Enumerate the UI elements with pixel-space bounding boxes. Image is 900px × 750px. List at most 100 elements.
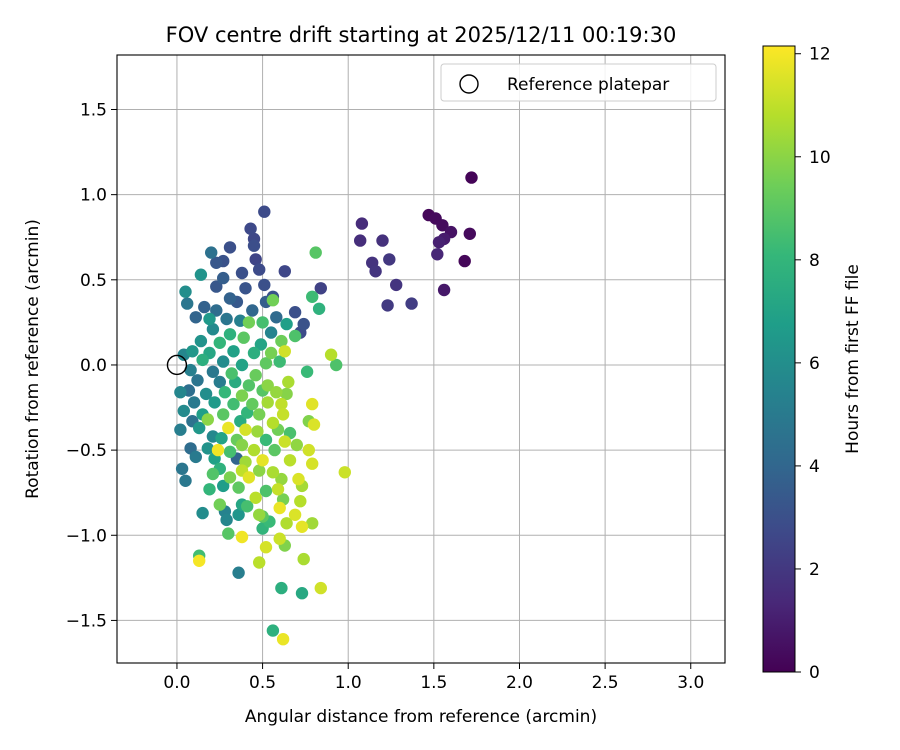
data-point (177, 404, 190, 418)
data-point (232, 481, 245, 494)
data-point (302, 443, 315, 457)
data-point (271, 483, 285, 496)
data-point (383, 253, 396, 266)
colorbar-gradient (762, 45, 796, 673)
data-point (235, 389, 249, 402)
data-point (251, 425, 264, 438)
data-point (179, 285, 192, 298)
data-point (259, 484, 273, 498)
data-point (253, 464, 266, 477)
data-point (258, 205, 271, 218)
colorbar-label: Hours from first FF file (843, 264, 863, 454)
data-point (194, 268, 208, 281)
data-point (217, 408, 230, 421)
data-point (280, 317, 293, 331)
data-point (259, 541, 273, 554)
colorbar-tick-label: 4 (809, 457, 820, 477)
data-point (306, 517, 319, 530)
data-point (218, 386, 232, 399)
data-point (223, 328, 237, 341)
x-axis-ticks: 0.0 0.5 1.0 1.5 2.0 2.5 3.0 (163, 663, 704, 693)
data-point (184, 363, 197, 377)
data-point (199, 387, 213, 401)
data-point (201, 442, 214, 455)
data-point (181, 297, 194, 310)
data-point (235, 530, 249, 544)
data-point (307, 418, 321, 431)
data-point (215, 432, 228, 445)
data-point (191, 374, 204, 387)
colorbar-tick-label: 6 (809, 354, 820, 374)
data-point (376, 234, 389, 247)
data-point (193, 421, 206, 435)
data-point (227, 345, 240, 358)
data-point (268, 443, 281, 457)
data-point (258, 278, 271, 292)
data-point (266, 416, 280, 430)
data-point (247, 346, 261, 360)
data-point (225, 367, 238, 380)
data-point (210, 256, 223, 269)
data-point (239, 423, 252, 436)
data-point (437, 283, 451, 297)
data-point (270, 311, 283, 324)
data-point (273, 532, 286, 545)
data-point (275, 397, 288, 411)
colorbar: 0 2 4 6 8 10 12 Hours from first FF file (762, 45, 863, 683)
data-point (206, 365, 220, 378)
data-point (244, 222, 257, 235)
x-tick-label: 1.5 (420, 673, 447, 693)
data-point (338, 466, 351, 479)
data-point (210, 280, 223, 293)
y-tick-label: −1.5 (66, 611, 107, 631)
colorbar-tick-label: 10 (809, 148, 831, 168)
data-point (306, 290, 319, 303)
data-point (217, 271, 230, 285)
x-axis-label: Angular distance from reference (arcmin) (245, 707, 597, 727)
data-point (290, 438, 303, 452)
x-tick-label: 0.5 (249, 673, 276, 693)
data-point (465, 171, 478, 184)
colorbar-tick-label: 2 (809, 560, 820, 580)
plot-frame (116, 54, 726, 664)
data-point (256, 454, 269, 467)
data-point (249, 369, 262, 382)
legend: Reference platepar (440, 63, 717, 102)
data-point (283, 454, 297, 467)
colorbar-tick-label: 12 (809, 45, 831, 65)
data-point (223, 471, 237, 484)
data-point (237, 331, 250, 344)
data-point (213, 375, 226, 389)
data-point (292, 472, 305, 486)
data-point (288, 508, 302, 521)
data-point (276, 633, 290, 646)
data-point (288, 306, 302, 319)
data-point (175, 462, 189, 475)
x-tick-label: 2.0 (506, 673, 533, 693)
data-point (259, 357, 273, 370)
data-point (189, 311, 202, 324)
data-point (205, 246, 218, 259)
data-point (203, 483, 216, 496)
data-point (208, 396, 221, 409)
data-point (275, 581, 288, 595)
colorbar-tick-label: 8 (809, 251, 820, 271)
data-point (309, 246, 322, 259)
x-tick-label: 1.0 (335, 673, 362, 693)
y-tick-label: −1.0 (66, 526, 107, 546)
data-point (186, 345, 199, 358)
data-point (198, 300, 211, 314)
data-point (261, 396, 274, 409)
data-point (266, 466, 280, 479)
data-point (275, 334, 288, 348)
data-point (369, 265, 382, 278)
data-point (355, 217, 369, 230)
data-point (280, 387, 293, 401)
data-point (242, 316, 256, 329)
data-point (463, 227, 476, 240)
data-point (253, 408, 266, 421)
y-tick-label: 1.0 (80, 186, 107, 206)
data-point (222, 527, 235, 540)
data-point (270, 386, 283, 399)
